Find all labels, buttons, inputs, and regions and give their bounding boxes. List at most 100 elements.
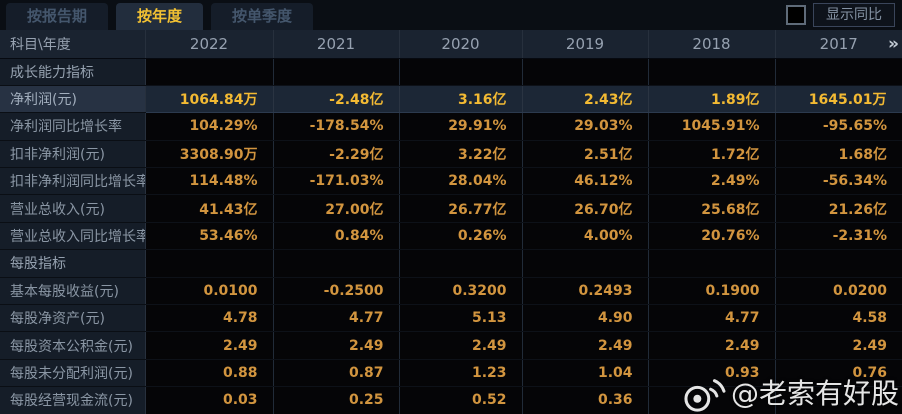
cell-value: 0.87 bbox=[273, 359, 400, 388]
cell-value: 2.49 bbox=[399, 331, 523, 360]
section-row: 每股指标 bbox=[0, 249, 902, 278]
cell-value: 46.12% bbox=[522, 167, 649, 196]
cell-value: 29.03% bbox=[522, 112, 649, 141]
cell-value: 0.26% bbox=[399, 222, 523, 251]
cell-value: 1645.01万 bbox=[775, 84, 902, 114]
column-header-year: 2022 bbox=[145, 30, 274, 59]
cell-value: 28.04% bbox=[399, 167, 523, 196]
section-row: 成长能力指标 bbox=[0, 58, 902, 86]
cell-value: 26.70亿 bbox=[522, 194, 649, 223]
cell-value: 1.68亿 bbox=[775, 140, 902, 169]
row-label: 净利润同比增长率 bbox=[0, 112, 146, 141]
column-header-year: 2021 bbox=[273, 30, 400, 59]
more-years-icon[interactable]: » bbox=[888, 33, 899, 54]
cell-value: -171.03% bbox=[273, 167, 400, 196]
cell-value bbox=[775, 58, 902, 86]
cell-value bbox=[273, 58, 400, 86]
cell-value: 2.49% bbox=[648, 167, 776, 196]
cell-value: 27.00亿 bbox=[273, 194, 400, 223]
cell-value bbox=[522, 249, 649, 278]
cell-value: -2.48亿 bbox=[273, 84, 400, 114]
cell-value: 0.36 bbox=[522, 386, 649, 414]
cell-value bbox=[145, 249, 274, 278]
cell-value: 4.90 bbox=[522, 304, 649, 333]
row-label: 扣非净利润(元) bbox=[0, 140, 146, 169]
show-yoy-button[interactable]: 显示同比 bbox=[813, 3, 895, 27]
row-label: 每股净资产(元) bbox=[0, 304, 146, 333]
yoy-controls: 显示同比 bbox=[786, 3, 895, 27]
cell-value: 4.58 bbox=[775, 304, 902, 333]
tab-by-report-period[interactable]: 按报告期 bbox=[6, 3, 109, 30]
cell-value: 3.16亿 bbox=[399, 84, 523, 114]
cell-value: 1.72亿 bbox=[648, 140, 776, 169]
cell-value: 20.76% bbox=[648, 222, 776, 251]
cell-value bbox=[648, 249, 776, 278]
cell-value bbox=[145, 58, 274, 86]
cell-value: 2.43亿 bbox=[522, 84, 649, 114]
tab-by-year[interactable]: 按年度 bbox=[116, 3, 204, 30]
cell-value bbox=[648, 58, 776, 86]
show-yoy-checkbox[interactable] bbox=[786, 5, 806, 25]
cell-value: 0.84% bbox=[273, 222, 400, 251]
cell-value: 114.48% bbox=[145, 167, 274, 196]
cell-value: 0.25 bbox=[273, 386, 400, 414]
cell-value: 41.43亿 bbox=[145, 194, 274, 223]
cell-value: 26.77亿 bbox=[399, 194, 523, 223]
cell-value: 2.51亿 bbox=[522, 140, 649, 169]
column-header-year: 2019 bbox=[522, 30, 649, 59]
cell-value: -95.65% bbox=[775, 112, 902, 141]
cell-value: 1.04 bbox=[522, 359, 649, 388]
table-row: 净利润同比增长率 104.29% -178.54% 29.91% 29.03% 1045.… bbox=[0, 112, 902, 141]
cell-value: -0.2500 bbox=[273, 277, 400, 306]
cell-value: -2.29亿 bbox=[273, 140, 400, 169]
table-row: 每股资本公积金(元) 2.49 2.49 2.49 2.49 2.49 2.49 bbox=[0, 331, 902, 360]
cell-value: 5.13 bbox=[399, 304, 523, 333]
row-label: 每股经营现金流(元) bbox=[0, 386, 146, 414]
cell-value: 0.88 bbox=[145, 359, 274, 388]
row-label: 营业总收入(元) bbox=[0, 194, 146, 223]
cell-value: 4.00% bbox=[522, 222, 649, 251]
cell-value bbox=[399, 249, 523, 278]
cell-value: 1045.91% bbox=[648, 112, 776, 141]
table-row: 营业总收入(元) 41.43亿 27.00亿 26.77亿 26.70亿 25.68亿 21… bbox=[0, 194, 902, 223]
cell-value: 0.93 bbox=[648, 359, 776, 388]
table-row: 营业总收入同比增长率 53.46% 0.84% 0.26% 4.00% 20.76% -2.… bbox=[0, 222, 902, 251]
cell-value: 4.77 bbox=[648, 304, 776, 333]
column-header-year: 2017» bbox=[775, 30, 902, 59]
cell-value bbox=[399, 58, 523, 86]
table-header-row: 科目\年度 2022 2021 2020 2019 2018 2017» bbox=[0, 30, 902, 59]
cell-value: 0.1900 bbox=[648, 277, 776, 306]
cell-value: 21.26亿 bbox=[775, 194, 902, 223]
row-label: 每股资本公积金(元) bbox=[0, 331, 146, 360]
cell-value bbox=[522, 58, 649, 86]
table-row: 净利润(元) 1064.84万 -2.48亿 3.16亿 2.43亿 1.89亿 1645.… bbox=[0, 84, 902, 114]
cell-value: 1.89亿 bbox=[648, 84, 776, 114]
tab-bar: 按报告期 按年度 按单季度 显示同比 bbox=[0, 0, 902, 30]
tab-by-quarter[interactable]: 按单季度 bbox=[211, 3, 314, 30]
column-header-year: 2018 bbox=[648, 30, 776, 59]
cell-value: 4.78 bbox=[145, 304, 274, 333]
financial-table: 科目\年度 2022 2021 2020 2019 2018 2017» 成长能力指标 净利… bbox=[0, 30, 902, 414]
cell-value: -178.54% bbox=[273, 112, 400, 141]
cell-value: 3308.90万 bbox=[145, 140, 274, 169]
corner-header: 科目\年度 bbox=[0, 30, 146, 59]
row-label: 成长能力指标 bbox=[0, 58, 146, 86]
cell-value: 0.03 bbox=[145, 386, 274, 414]
cell-value: -56.34% bbox=[775, 167, 902, 196]
table-row: 基本每股收益(元) 0.0100 -0.2500 0.3200 0.2493 0.1900… bbox=[0, 277, 902, 306]
column-header-year: 2020 bbox=[399, 30, 523, 59]
cell-value: 0.0200 bbox=[775, 277, 902, 306]
cell-value: 104.29% bbox=[145, 112, 274, 141]
row-label: 基本每股收益(元) bbox=[0, 277, 146, 306]
cell-value: 1064.84万 bbox=[145, 84, 274, 114]
cell-value: 2.49 bbox=[775, 331, 902, 360]
cell-value bbox=[775, 386, 902, 414]
cell-value: 3.22亿 bbox=[399, 140, 523, 169]
cell-value: 2.49 bbox=[648, 331, 776, 360]
row-label: 每股指标 bbox=[0, 249, 146, 278]
table-row: 扣非净利润(元) 3308.90万 -2.29亿 3.22亿 2.51亿 1.72亿 1.6… bbox=[0, 140, 902, 169]
cell-value: 29.91% bbox=[399, 112, 523, 141]
cell-value: 0.0100 bbox=[145, 277, 274, 306]
cell-value: 0.76 bbox=[775, 359, 902, 388]
